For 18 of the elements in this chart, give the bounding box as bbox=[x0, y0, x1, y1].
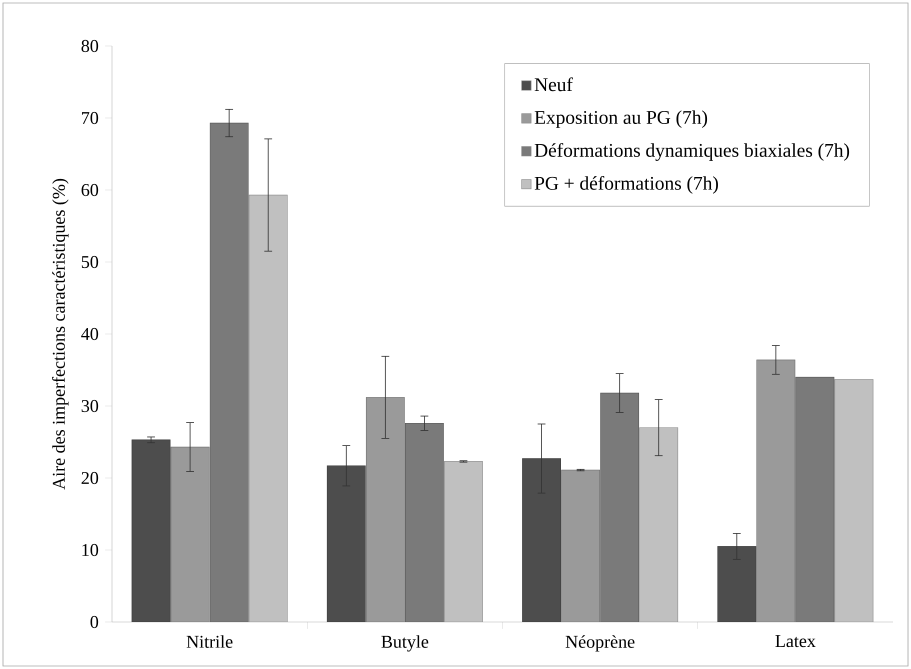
x-tick-label: Butyle bbox=[381, 635, 428, 652]
x-tick-label: Latex bbox=[775, 635, 816, 648]
x-tick-label: Nitrile bbox=[186, 635, 232, 648]
y-tick-label: 10 bbox=[82, 544, 98, 556]
y-axis-title: Aire des imperfections caractéristiques (%) bbox=[52, 178, 69, 490]
y-tick-label: 20 bbox=[82, 472, 98, 484]
y-tick-label: 70 bbox=[82, 112, 98, 124]
y-tick-label: 40 bbox=[81, 328, 98, 340]
y-tick-label: 0 bbox=[90, 616, 98, 628]
legend-label: PG + déformations (7h) bbox=[534, 176, 718, 194]
y-tick-label: 60 bbox=[82, 184, 98, 196]
legend-label: Déformations dynamiques biaxiales (7h) bbox=[534, 143, 850, 161]
y-tick-label: 80 bbox=[82, 40, 98, 52]
y-tick-label: 50 bbox=[82, 256, 98, 268]
y-tick-label: 30 bbox=[82, 400, 98, 412]
x-tick-label: Néoprène bbox=[566, 635, 634, 652]
legend-label: Exposition au PG (7h) bbox=[534, 110, 708, 128]
legend-label: Neuf bbox=[534, 77, 573, 92]
